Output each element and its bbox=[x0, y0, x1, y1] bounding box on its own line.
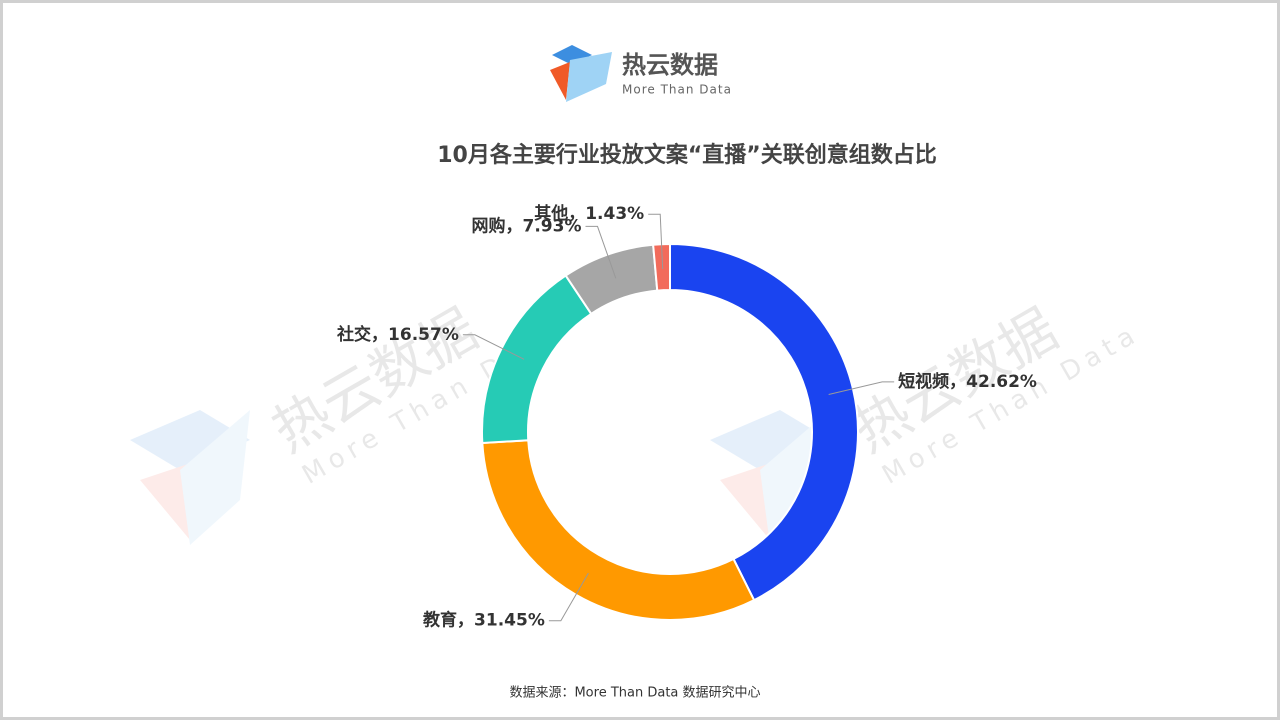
source: 数据来源：More Than Data 数据研究中心 bbox=[509, 686, 760, 701]
chart-title: 10月各主要行业投放文案“直播”关联创意组数占比 bbox=[437, 142, 937, 168]
logo bbox=[550, 45, 612, 102]
data-label: 其他，1.43% bbox=[534, 203, 644, 224]
data-label: 教育，31.45% bbox=[422, 610, 545, 631]
leader-line bbox=[548, 572, 589, 622]
slice bbox=[652, 242, 671, 292]
data-label: 社交，16.57% bbox=[336, 324, 459, 345]
logo-name: 热云数据 bbox=[622, 51, 718, 79]
leader-line bbox=[462, 334, 525, 360]
logo-tagline: More Than Data bbox=[622, 83, 732, 97]
data-label: 短视频，42.62% bbox=[898, 371, 1037, 392]
slice bbox=[669, 242, 859, 602]
leader-line bbox=[648, 213, 664, 270]
data-label: 网购，7.93% bbox=[472, 215, 582, 236]
leader-line bbox=[828, 381, 895, 396]
leader-line bbox=[585, 225, 617, 279]
